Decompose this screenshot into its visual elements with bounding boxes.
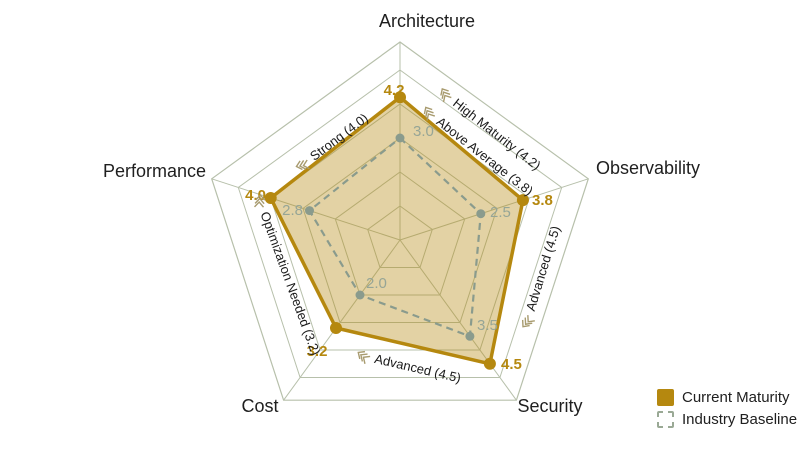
baseline-value-label-architecture: 3.0: [413, 123, 434, 140]
legend-item-current-maturity[interactable]: Current Maturity: [657, 389, 797, 406]
axis-label-performance: Performance: [103, 161, 206, 181]
grid-ring-3: [302, 137, 498, 323]
baseline-value-label-observability: 2.5: [490, 204, 511, 221]
current-maturity-point-observability: [516, 194, 529, 207]
baseline-point-security: [465, 331, 475, 341]
industry-baseline-outline: [308, 136, 482, 338]
grid-ring-1: [367, 205, 433, 268]
legend-swatch-solid: [657, 389, 674, 406]
current-maturity-point-architecture: [394, 91, 406, 104]
baseline-point-architecture: [395, 133, 405, 143]
current-maturity-point-security: [483, 357, 496, 370]
legend-label: Current Maturity: [682, 389, 790, 406]
axis-spoke-security: [399, 239, 517, 401]
legend-label: Industry Baseline: [682, 411, 798, 428]
outer-pentagon: [210, 41, 590, 401]
grid-ring-2: [334, 171, 466, 296]
axis-spoke-observability: [399, 178, 589, 241]
baseline-value-label-cost: 2.0: [366, 275, 387, 292]
axis-label-security: Security: [517, 396, 582, 416]
baseline-point-observability: [476, 209, 486, 219]
current-maturity-point-performance: [264, 192, 277, 204]
axis-spoke-cost: [283, 239, 401, 401]
grid-ring-5: [237, 69, 563, 378]
legend-item-industry-baseline[interactable]: Industry Baseline: [657, 411, 797, 428]
baseline-value-label-security: 3.5: [477, 317, 498, 334]
legend: Current Maturity Industry Baseline: [657, 389, 797, 428]
baseline-value-label-performance: 2.8: [282, 202, 303, 219]
current-value-label-architecture: 4.2: [384, 82, 405, 99]
current-value-label-performance: 4.0: [245, 187, 266, 204]
baseline-point-cost: [355, 290, 365, 300]
axis-label-architecture: Architecture: [379, 11, 475, 31]
current-value-label-security: 4.5: [501, 356, 522, 373]
current-value-label-cost: 3.2: [307, 343, 328, 360]
axis-label-cost: Cost: [241, 396, 278, 416]
baseline-point-performance: [305, 206, 314, 216]
axis-label-observability: Observability: [596, 158, 700, 178]
legend-swatch-dashed: [657, 411, 674, 428]
current-maturity-point-cost: [330, 322, 342, 334]
current-value-label-observability: 3.8: [532, 192, 553, 209]
current-maturity-area: [268, 95, 525, 366]
